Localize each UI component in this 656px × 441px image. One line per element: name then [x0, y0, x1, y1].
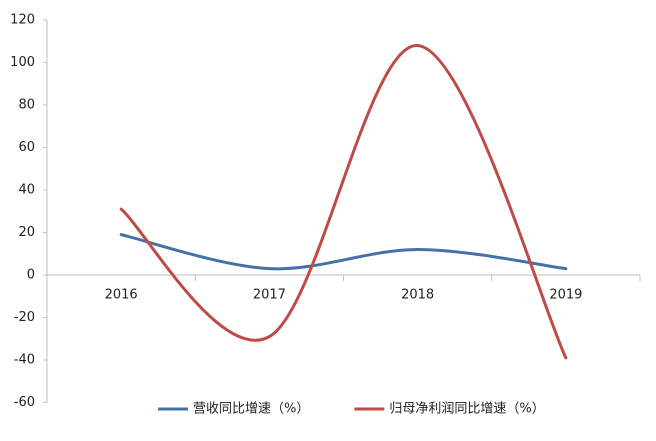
y-tick-label: 40 [18, 183, 35, 198]
y-tick-label: 20 [18, 225, 35, 240]
y-tick-label: -60 [14, 395, 35, 410]
legend-label: 归母净利润同比增速（%） [389, 402, 544, 417]
legend-label: 营收同比增速（%） [193, 402, 309, 417]
x-tick-label: 2016 [105, 288, 138, 303]
y-tick-label: 0 [27, 268, 35, 283]
y-tick-label: 120 [10, 13, 35, 28]
series-line [119, 233, 568, 271]
x-tick-label: 2019 [549, 288, 582, 303]
y-tick-label: -40 [14, 353, 35, 368]
y-tick-label: 100 [10, 55, 35, 70]
y-tick-label: 60 [18, 140, 35, 155]
series-line [119, 43, 568, 360]
y-tick-label: -20 [14, 310, 35, 325]
x-tick-label: 2018 [401, 288, 434, 303]
x-tick-label: 2017 [253, 288, 286, 303]
y-tick-label: 80 [18, 98, 35, 113]
